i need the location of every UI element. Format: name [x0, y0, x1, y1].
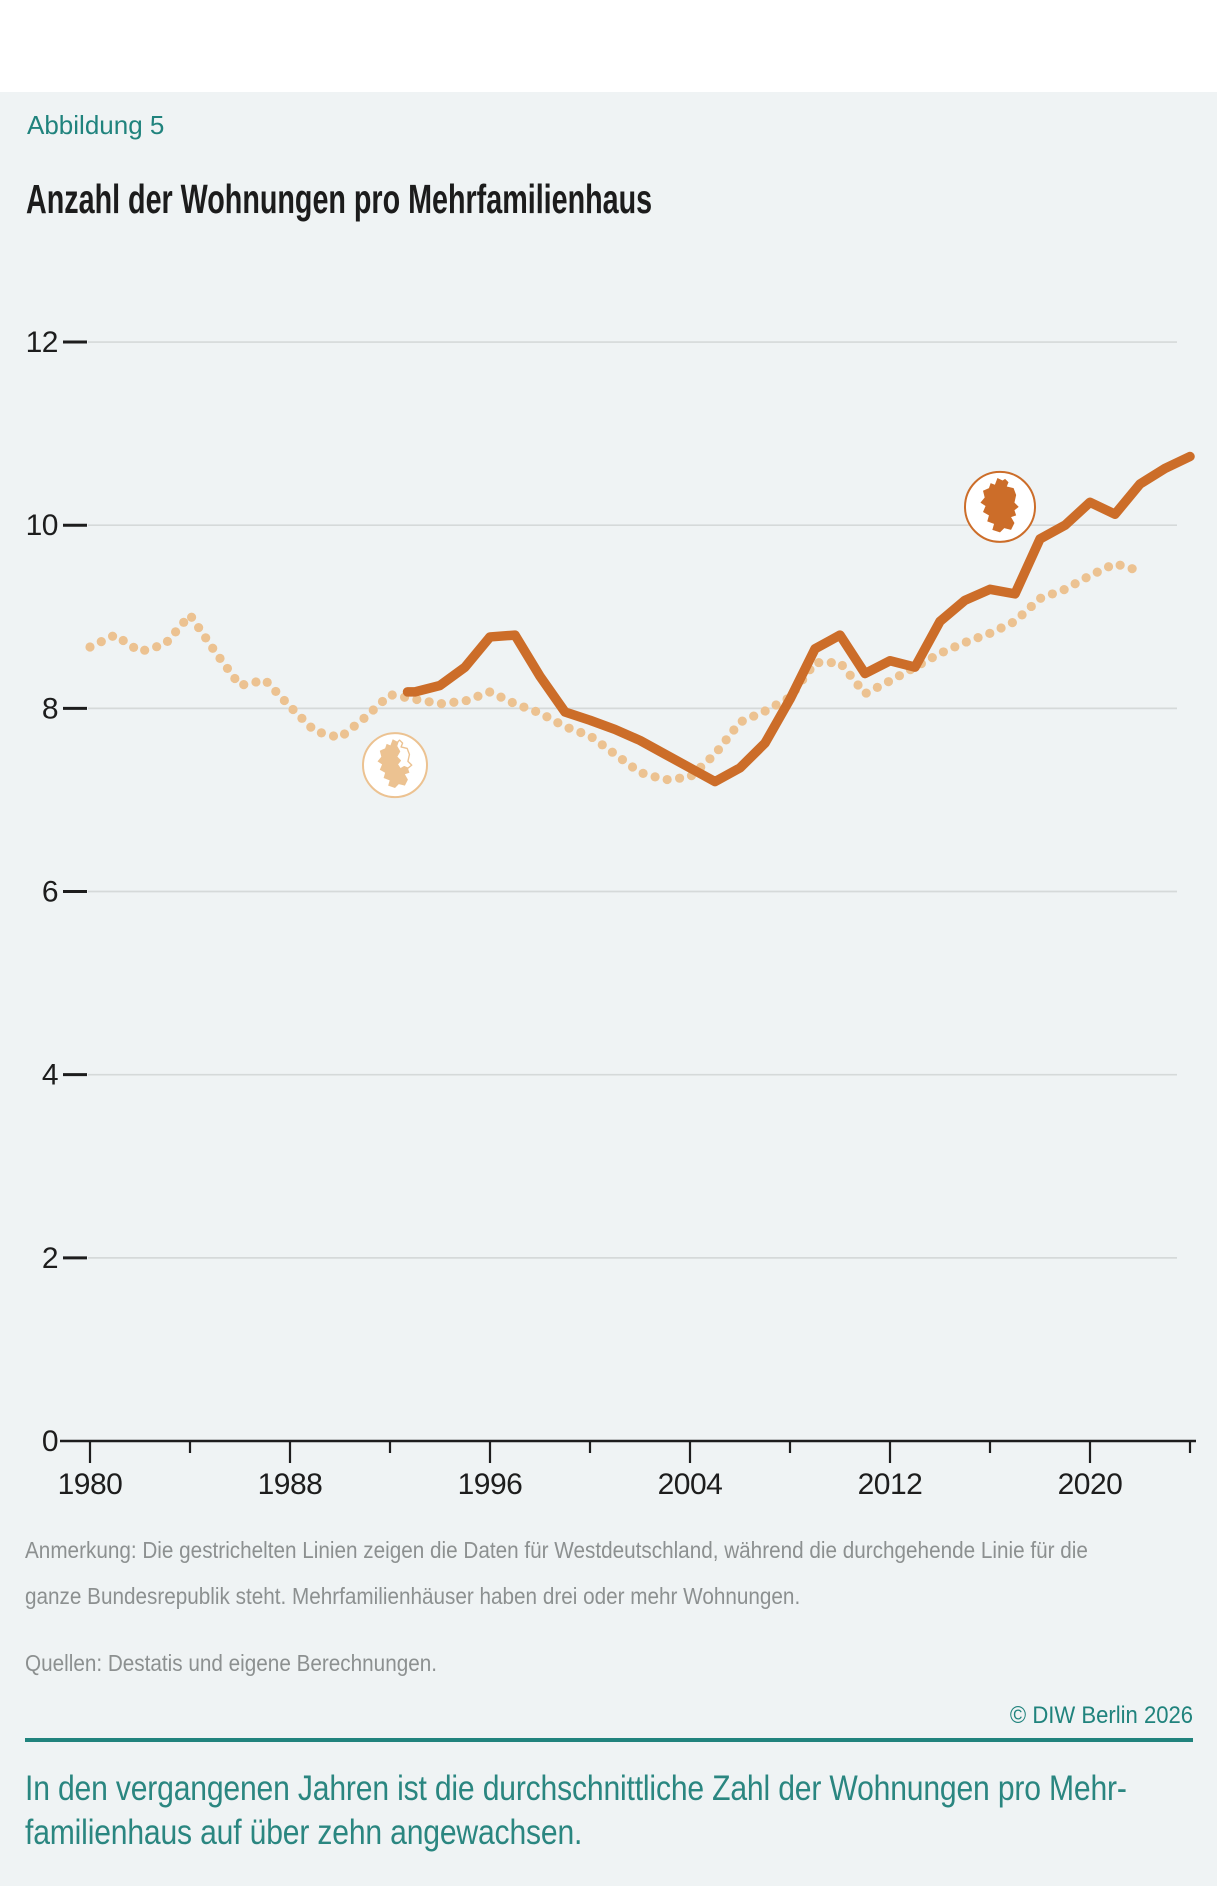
summary-line-1: In den vergangenen Jahren ist die durchs… — [25, 1769, 1127, 1808]
x-tick-label: 1996 — [458, 1468, 523, 1501]
x-tick-label: 1980 — [58, 1468, 123, 1501]
note-line-2: ganze Bundesrepublik steht. Mehrfamilien… — [25, 1583, 801, 1609]
y-tick-label: 8 — [42, 692, 58, 725]
divider-rule — [25, 1738, 1193, 1742]
figure-panel — [0, 92, 1217, 1886]
x-tick-label: 2004 — [658, 1468, 723, 1501]
grid-layer — [63, 340, 1177, 1260]
y-tick-label: 0 — [42, 1425, 58, 1458]
y-axis-labels: 0 2 4 6 8 10 12 — [26, 326, 59, 1458]
y-tick-label: 2 — [42, 1242, 58, 1275]
figure-title: Anzahl der Wohnungen pro Mehrfamilienhau… — [26, 176, 653, 222]
x-tick-label: 2020 — [1058, 1468, 1123, 1501]
note-line-1: Anmerkung: Die gestrichelten Linien zeig… — [25, 1537, 1088, 1563]
x-tick-label: 1988 — [258, 1468, 323, 1501]
germany-map-icon — [964, 470, 1036, 543]
series-germany-solid — [402, 451, 1195, 787]
copyright: © DIW Berlin 2026 — [1009, 1702, 1193, 1729]
west-germany-map-icon — [362, 732, 428, 799]
y-tick-label: 10 — [26, 509, 58, 542]
y-tick-label: 12 — [26, 326, 58, 359]
y-tick-label: 6 — [42, 876, 58, 909]
summary-line-2: familienhaus auf über zehn angewachsen. — [25, 1813, 583, 1852]
x-tick-label: 2012 — [858, 1468, 923, 1501]
x-axis: 1980 1988 1996 2004 2012 2020 — [58, 1439, 1196, 1501]
series-west-germany-dotted — [85, 560, 1137, 785]
figure-label: Abbildung 5 — [27, 110, 165, 140]
sources-line: Quellen: Destatis und eigene Berechnunge… — [25, 1650, 437, 1676]
y-tick-label: 4 — [42, 1059, 58, 1092]
